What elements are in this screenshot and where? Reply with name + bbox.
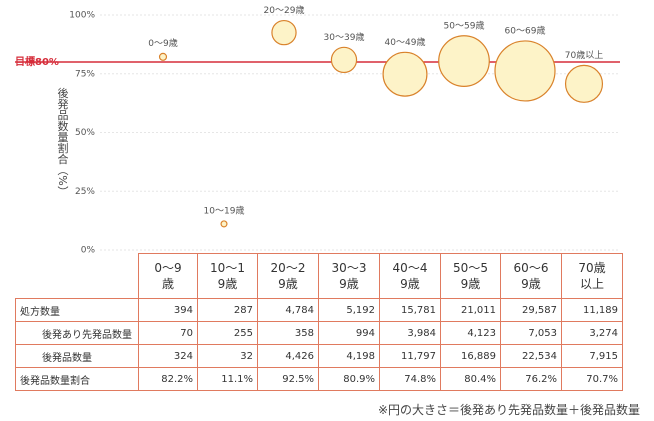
- table-row: 後発品数量 324 32 4,426 4,198 11,797 16,889 22,534 7,…: [15, 344, 623, 368]
- column-header-text: 70歳以上: [578, 261, 606, 291]
- y-tick-label: 0%: [81, 246, 96, 256]
- column-header-text: 50〜59歳: [453, 261, 488, 291]
- column-header-text: 60〜69歳: [513, 261, 549, 291]
- table-cell: 74.8%: [379, 367, 441, 391]
- y-axis-label: 後発品数量割合（%）: [56, 86, 69, 197]
- bubble: [438, 35, 490, 87]
- table-cell: 11.1%: [197, 367, 258, 391]
- bubble: [494, 40, 556, 102]
- column-header: 30〜39歳: [318, 253, 380, 299]
- bubble-label: 30〜39歳: [324, 31, 365, 43]
- bubble-label: 50〜59歳: [444, 19, 485, 31]
- table-row: 後発あり先発品数量 70 255 358 994 3,984 4,123 7,053 3,274: [15, 321, 623, 345]
- column-header: 70歳以上: [561, 253, 623, 299]
- column-header: 40〜49歳: [379, 253, 441, 299]
- table-cell: 32: [197, 344, 258, 368]
- table-cell: 11,797: [379, 344, 441, 368]
- table-cell: 11,189: [561, 298, 623, 322]
- bubble-label: 10〜19歳: [204, 204, 245, 216]
- table-cell: 4,784: [257, 298, 319, 322]
- table-cell: 358: [257, 321, 319, 345]
- table-cell: 4,198: [318, 344, 380, 368]
- table-cell: 394: [138, 298, 198, 322]
- y-tick-label: 75%: [75, 69, 95, 79]
- table-cell: 7,915: [561, 344, 623, 368]
- table-cell: 7,053: [500, 321, 562, 345]
- header-row: 0〜9歳 10〜19歳 20〜29歳 30〜39歳 40〜49歳 50〜59歳 60〜69歳…: [15, 253, 623, 299]
- note: ※円の大きさ＝後発あり先発品数量＋後発品数量: [377, 403, 640, 417]
- chart: 後発品数量割合（%） 0% 25% 50% 75% 100% 目標80% 0〜9歳 10〜19…: [15, 4, 620, 256]
- table-cell: 80.4%: [440, 367, 501, 391]
- bubble-label: 60〜69歳: [505, 24, 546, 36]
- bubble-label: 0〜9歳: [148, 37, 177, 49]
- table-cell: 80.9%: [318, 367, 380, 391]
- table-cell: 22,534: [500, 344, 562, 368]
- column-header-text: 0〜9歳: [154, 261, 182, 291]
- row-label: 後発品数量: [15, 344, 139, 368]
- column-header: 60〜69歳: [500, 253, 562, 299]
- table-cell: 92.5%: [257, 367, 319, 391]
- table-cell: 3,274: [561, 321, 623, 345]
- table-cell: 70.7%: [561, 367, 623, 391]
- column-header: 0〜9歳: [138, 253, 198, 299]
- column-header-text: 20〜29歳: [270, 261, 306, 291]
- blank-cell: [15, 253, 139, 299]
- column-header: 10〜19歳: [197, 253, 258, 299]
- bubble: [220, 220, 228, 228]
- bubble-label: 70歳以上: [565, 49, 603, 61]
- data-table: 0〜9歳 10〜19歳 20〜29歳 30〜39歳 40〜49歳 50〜59歳 60〜69歳…: [15, 253, 623, 391]
- table-cell: 287: [197, 298, 258, 322]
- bubble: [564, 64, 604, 103]
- row-label: 後発品数量割合: [15, 367, 139, 391]
- table-cell: 4,123: [440, 321, 501, 345]
- y-tick-label: 25%: [75, 187, 95, 197]
- bubble-label: 40〜49歳: [385, 36, 426, 48]
- bubble-label: 20〜29歳: [264, 4, 305, 16]
- table-cell: 16,889: [440, 344, 501, 368]
- table-row: 後発品数量割合 82.2% 11.1% 92.5% 80.9% 74.8% 80.4% 76.…: [15, 367, 623, 391]
- table-cell: 324: [138, 344, 198, 368]
- column-header: 20〜29歳: [257, 253, 319, 299]
- target-label: 目標80%: [15, 55, 59, 68]
- table-cell: 29,587: [500, 298, 562, 322]
- table-cell: 255: [197, 321, 258, 345]
- table-cell: 70: [138, 321, 198, 345]
- y-tick-label: 100%: [69, 11, 95, 21]
- column-header-text: 10〜19歳: [210, 261, 245, 291]
- row-label: 処方数量: [15, 298, 139, 322]
- column-header-text: 30〜39歳: [331, 261, 367, 291]
- bubble: [330, 46, 358, 74]
- row-label: 後発あり先発品数量: [15, 321, 139, 345]
- column-header-text: 40〜49歳: [392, 261, 428, 291]
- table-cell: 21,011: [440, 298, 501, 322]
- bubble: [271, 19, 297, 46]
- table-cell: 3,984: [379, 321, 441, 345]
- table-cell: 994: [318, 321, 380, 345]
- table-cell: 82.2%: [138, 367, 198, 391]
- table-cell: 76.2%: [500, 367, 562, 391]
- table-cell: 15,781: [379, 298, 441, 322]
- column-header: 50〜59歳: [440, 253, 501, 299]
- table-row: 処方数量 394 287 4,784 5,192 15,781 21,011 29,587 11…: [15, 298, 623, 322]
- y-tick-label: 50%: [75, 128, 95, 138]
- table-cell: 4,426: [257, 344, 319, 368]
- bubble: [382, 51, 428, 97]
- table-cell: 5,192: [318, 298, 380, 322]
- bubble: [158, 52, 168, 61]
